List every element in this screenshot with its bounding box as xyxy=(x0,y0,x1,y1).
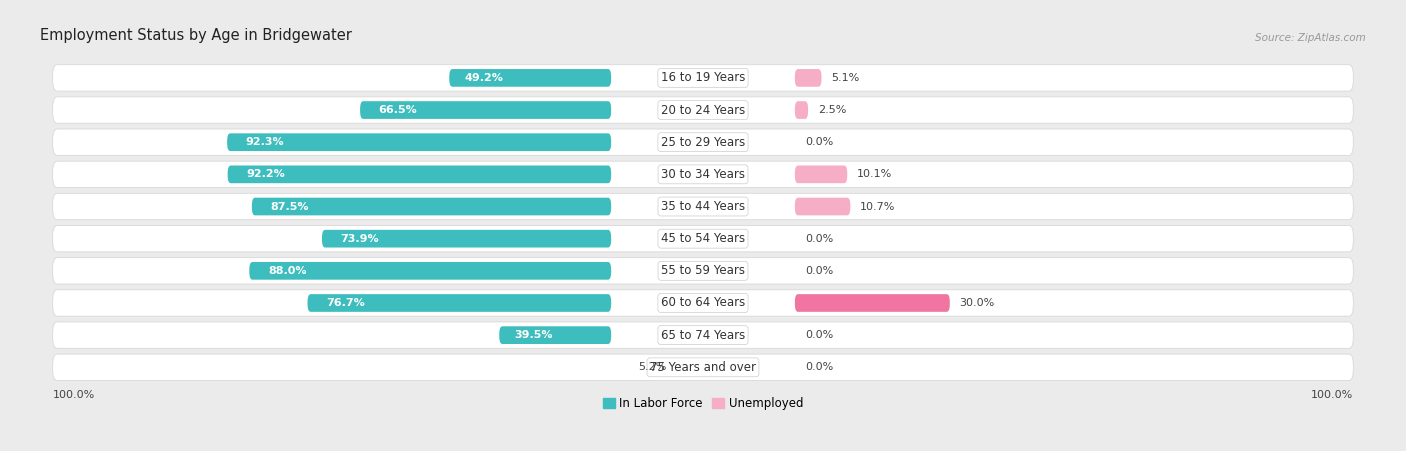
FancyBboxPatch shape xyxy=(52,290,1354,316)
Text: 76.7%: 76.7% xyxy=(326,298,366,308)
FancyBboxPatch shape xyxy=(794,69,821,87)
Text: 0.0%: 0.0% xyxy=(804,266,834,276)
Text: 45 to 54 Years: 45 to 54 Years xyxy=(661,232,745,245)
FancyBboxPatch shape xyxy=(249,262,612,280)
Text: 16 to 19 Years: 16 to 19 Years xyxy=(661,71,745,84)
FancyBboxPatch shape xyxy=(794,198,851,216)
FancyBboxPatch shape xyxy=(52,97,1354,123)
Text: 20 to 24 Years: 20 to 24 Years xyxy=(661,104,745,116)
Text: Source: ZipAtlas.com: Source: ZipAtlas.com xyxy=(1256,32,1365,42)
Text: 88.0%: 88.0% xyxy=(269,266,307,276)
FancyBboxPatch shape xyxy=(52,129,1354,156)
FancyBboxPatch shape xyxy=(52,64,1354,91)
Text: 92.2%: 92.2% xyxy=(246,170,285,179)
Text: 100.0%: 100.0% xyxy=(52,390,96,400)
FancyBboxPatch shape xyxy=(794,101,808,119)
FancyBboxPatch shape xyxy=(52,161,1354,188)
FancyBboxPatch shape xyxy=(228,133,612,151)
Text: 5.1%: 5.1% xyxy=(831,73,859,83)
Text: 75 Years and over: 75 Years and over xyxy=(650,361,756,374)
Text: 55 to 59 Years: 55 to 59 Years xyxy=(661,264,745,277)
Text: 87.5%: 87.5% xyxy=(270,202,309,212)
FancyBboxPatch shape xyxy=(450,69,612,87)
Text: 0.0%: 0.0% xyxy=(804,234,834,244)
Text: 35 to 44 Years: 35 to 44 Years xyxy=(661,200,745,213)
FancyBboxPatch shape xyxy=(52,322,1354,348)
Text: 39.5%: 39.5% xyxy=(515,330,553,340)
Text: 30 to 34 Years: 30 to 34 Years xyxy=(661,168,745,181)
Text: 73.9%: 73.9% xyxy=(340,234,380,244)
Text: 65 to 74 Years: 65 to 74 Years xyxy=(661,329,745,342)
FancyBboxPatch shape xyxy=(794,294,950,312)
Text: 92.3%: 92.3% xyxy=(246,137,284,147)
Text: 10.7%: 10.7% xyxy=(860,202,896,212)
FancyBboxPatch shape xyxy=(360,101,612,119)
Text: 100.0%: 100.0% xyxy=(1310,390,1354,400)
FancyBboxPatch shape xyxy=(794,166,848,183)
Text: 66.5%: 66.5% xyxy=(378,105,418,115)
FancyBboxPatch shape xyxy=(52,258,1354,284)
FancyBboxPatch shape xyxy=(52,226,1354,252)
FancyBboxPatch shape xyxy=(499,327,612,344)
FancyBboxPatch shape xyxy=(252,198,612,216)
Text: 10.1%: 10.1% xyxy=(856,170,893,179)
Legend: In Labor Force, Unemployed: In Labor Force, Unemployed xyxy=(598,392,808,415)
Text: 0.0%: 0.0% xyxy=(804,137,834,147)
Text: 2.5%: 2.5% xyxy=(818,105,846,115)
FancyBboxPatch shape xyxy=(308,294,612,312)
FancyBboxPatch shape xyxy=(322,230,612,248)
Text: 0.0%: 0.0% xyxy=(804,330,834,340)
Text: 0.0%: 0.0% xyxy=(804,362,834,373)
Text: 60 to 64 Years: 60 to 64 Years xyxy=(661,296,745,309)
Text: 30.0%: 30.0% xyxy=(959,298,994,308)
Text: Employment Status by Age in Bridgewater: Employment Status by Age in Bridgewater xyxy=(41,28,353,42)
Text: 25 to 29 Years: 25 to 29 Years xyxy=(661,136,745,149)
FancyBboxPatch shape xyxy=(52,354,1354,381)
FancyBboxPatch shape xyxy=(52,193,1354,220)
FancyBboxPatch shape xyxy=(228,166,612,183)
Text: 5.2%: 5.2% xyxy=(638,362,666,373)
Text: 49.2%: 49.2% xyxy=(464,73,503,83)
